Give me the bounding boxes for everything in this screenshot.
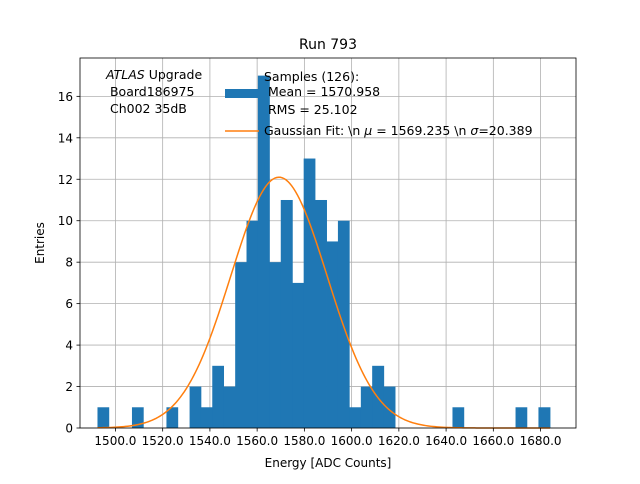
histogram-bar: [315, 199, 327, 428]
y-axis-label: Entries: [33, 222, 47, 264]
atlas-upgrade: Upgrade: [145, 67, 203, 82]
x-tick-label: 1580.0: [283, 434, 325, 448]
y-tick-label: 8: [65, 256, 73, 270]
legend-fit-mu: μ: [363, 123, 372, 138]
x-axis-label: Energy [ADC Counts]: [265, 456, 392, 470]
legend-samples-patch: [225, 89, 259, 98]
legend-samples-line3: RMS = 25.102: [264, 102, 358, 117]
chart-title: Run 793: [299, 37, 357, 53]
legend-samples-line2: Mean = 1570.958: [264, 84, 380, 99]
histogram-bar: [257, 75, 270, 428]
histogram-bar: [166, 407, 179, 428]
atlas-italic: ATLAS: [105, 67, 145, 82]
y-tick-label: 4: [65, 339, 73, 353]
histogram-bar: [360, 386, 373, 428]
legend-fit-part2: = 1569.235 \n: [372, 123, 470, 138]
histogram-bar: [200, 407, 213, 428]
histogram-bar: [212, 365, 225, 428]
x-tick-label: 1660.0: [472, 434, 514, 448]
y-axis-ticks: 0 2 4 6 8 10 12 14 16: [58, 90, 80, 436]
histogram-bar: [349, 407, 362, 428]
histogram-bar: [246, 220, 259, 428]
histogram-bar: [280, 199, 293, 428]
y-tick-label: 14: [58, 131, 73, 145]
annotation-board: Board186975: [106, 84, 194, 99]
x-tick-label: 1540.0: [189, 434, 231, 448]
y-tick-label: 10: [58, 214, 73, 228]
histogram-bar: [337, 220, 350, 428]
y-tick-label: 0: [65, 422, 73, 436]
x-tick-label: 1600.0: [331, 434, 373, 448]
histogram-bar: [383, 386, 396, 428]
histogram-bar: [452, 407, 465, 428]
y-tick-label: 2: [65, 380, 73, 394]
plot-frame: [79, 57, 577, 429]
histogram-bar: [515, 407, 528, 428]
histogram-bars: [97, 75, 551, 428]
legend-fit-part1: Gaussian Fit: \n: [264, 123, 364, 138]
x-tick-label: 1620.0: [378, 434, 420, 448]
histogram-bar: [131, 407, 144, 428]
x-tick-label: 1500.0: [94, 434, 136, 448]
x-tick-label: 1680.0: [520, 434, 562, 448]
legend-fit-part3: =20.389: [478, 123, 532, 138]
legend-fit-sigma: σ: [470, 123, 479, 138]
histogram-bar: [303, 158, 316, 428]
legend: Samples (126): Mean = 1570.958 RMS = 25.…: [225, 69, 533, 138]
histogram-bar: [97, 407, 110, 428]
histogram-bar: [189, 386, 202, 428]
legend-samples-line1: Samples (126):: [264, 69, 359, 84]
atlas-annotation: ATLAS Upgrade Board186975 Ch002 35dB: [105, 67, 202, 116]
y-tick-label: 12: [58, 173, 73, 187]
annotation-channel: Ch002 35dB: [106, 101, 187, 116]
y-tick-label: 16: [58, 90, 73, 104]
x-tick-label: 1640.0: [425, 434, 467, 448]
legend-fit-label: Gaussian Fit: \n μ = 1569.235 \n σ=20.38…: [264, 123, 533, 138]
y-tick-label: 6: [65, 297, 73, 311]
x-tick-label: 1560.0: [236, 434, 278, 448]
histogram-bar: [538, 407, 551, 428]
histogram-bar: [326, 241, 339, 428]
histogram-bar: [269, 262, 282, 428]
x-axis-ticks: 1500.0 1520.0 1540.0 1560.0 1580.0 1600.0 1620…: [94, 428, 562, 448]
atlas-label: ATLAS Upgrade: [105, 67, 202, 82]
histogram-bar: [235, 262, 247, 428]
x-tick-label: 1520.0: [142, 434, 184, 448]
histogram-bar: [223, 386, 236, 428]
histogram-bar: [292, 282, 305, 428]
